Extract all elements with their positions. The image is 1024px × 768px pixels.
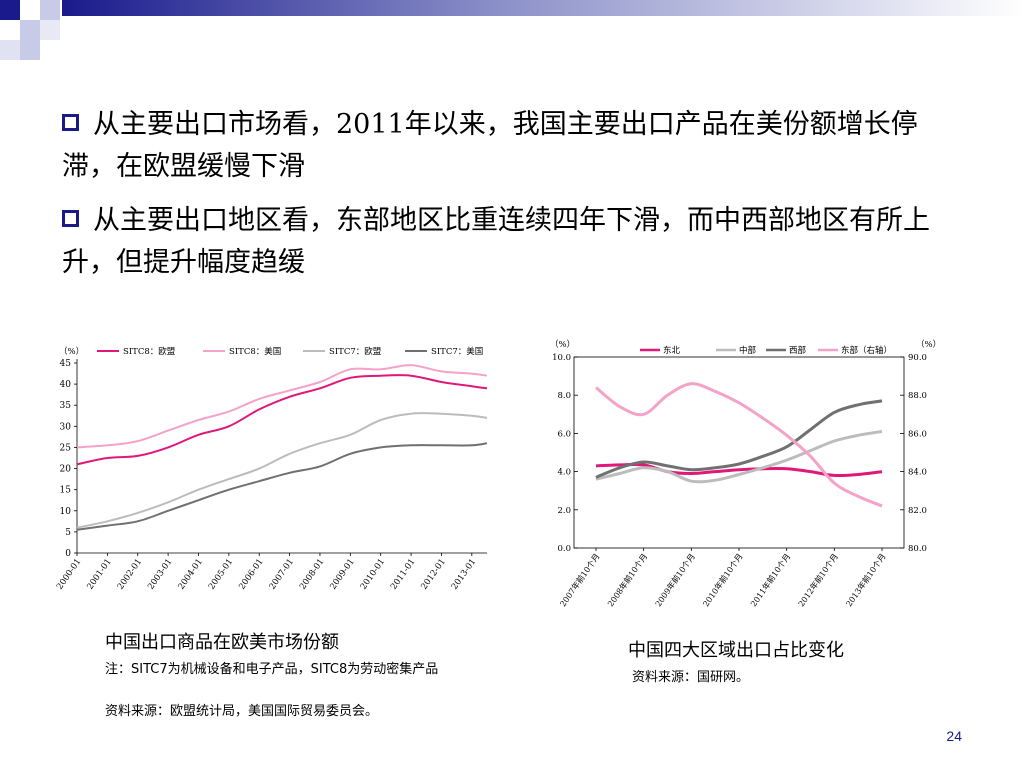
y-tick-label: 30 [60, 422, 72, 432]
chart-market-share: （%） SITC8：欧盟 SITC8：美国 SITC7：欧盟 SITC7：美国 0 5 10 1… [55, 346, 488, 592]
y-unit-label: （%） [59, 346, 84, 357]
series-line [595, 430, 883, 484]
y-tick-label: 40 [60, 380, 72, 390]
series-line [76, 374, 488, 466]
y-left-tick-label: 8.0 [557, 391, 571, 401]
x-tick-label: 2011年前10个月 [748, 551, 792, 608]
bullet-item: 从主要出口地区看，东部地区比重连续四年下滑，而中西部地区有所上升，但提升幅度趋缓 [62, 200, 962, 284]
legend-label: 西部 [789, 345, 807, 356]
y-left-tick-label: 10.0 [552, 353, 571, 363]
chart2-caption: 中国四大区域出口占比变化 [628, 640, 844, 661]
x-tick-label: 2012-01 [419, 557, 447, 592]
x-tick-label: 2008年前10个月 [605, 551, 649, 608]
x-tick-label: 2009-01 [328, 557, 356, 592]
chart1-source: 资料来源：欧盟统计局，美国国际贸易委员会。 [105, 704, 379, 719]
y-left-tick-label: 4.0 [557, 468, 571, 478]
bullet-text: 从主要出口市场看，2011年以来，我国主要出口产品在美份额增长停滞，在欧盟缓慢下… [62, 109, 918, 182]
bullet-item: 从主要出口市场看，2011年以来，我国主要出口产品在美份额增长停滞，在欧盟缓慢下… [62, 104, 962, 188]
chart1-note: 注：SITC7为机械设备和电子产品，SITC8为劳动密集产品 [105, 662, 439, 677]
bullet-list: 从主要出口市场看，2011年以来，我国主要出口产品在美份额增长停滞，在欧盟缓慢下… [62, 104, 962, 296]
page-number: 24 [946, 728, 962, 744]
y-tick-label: 10 [60, 507, 72, 517]
legend-label: SITC8：美国 [229, 346, 281, 357]
x-tick-label: 2005-01 [207, 557, 235, 592]
y-right-tick-label: 84.0 [908, 468, 927, 478]
y-right-tick-label: 90.0 [908, 353, 927, 363]
y-right-unit-label: （%） [916, 339, 941, 350]
series-line [76, 364, 488, 449]
legend-label: 东北 [663, 345, 681, 356]
x-tick-label: 2008-01 [298, 557, 326, 592]
y-right-tick-label: 82.0 [908, 506, 927, 516]
x-tick-label: 2002-01 [116, 557, 144, 592]
x-tick-label: 2007-01 [268, 557, 296, 592]
series-line [76, 412, 488, 529]
square-bullet-icon [62, 210, 79, 227]
series-line [76, 442, 488, 531]
x-tick-label: 2000-01 [55, 557, 83, 592]
square-bullet-icon [62, 114, 79, 131]
x-tick-label: 2012年前10个月 [796, 551, 840, 608]
series-line [595, 462, 883, 478]
x-tick-label: 2004-01 [176, 557, 204, 592]
y-right-tick-label: 88.0 [908, 391, 927, 401]
x-tick-label: 2003-01 [146, 557, 174, 592]
x-tick-label: 2006-01 [237, 557, 265, 592]
x-tick-label: 2007年前10个月 [558, 551, 602, 608]
legend-label: 东部（右轴） [841, 345, 892, 356]
bullet-text: 从主要出口地区看，东部地区比重连续四年下滑，而中西部地区有所上升，但提升幅度趋缓 [62, 205, 930, 278]
x-tick-label: 2001-01 [85, 557, 113, 592]
x-tick-label: 2010-01 [359, 557, 387, 592]
y-right-tick-label: 80.0 [908, 544, 927, 554]
chart-region-share: （%） （%） 东北 中部 西部 东部（右轴） 0.0 2.0 4.0 6.0 8.0 10.0 80.… [550, 339, 941, 608]
legend-label: SITC7：美国 [431, 346, 483, 357]
decorative-header [0, 0, 1024, 60]
y-tick-label: 25 [60, 443, 72, 453]
chart2-source: 资料来源：国研网。 [632, 670, 750, 685]
x-tick-label: 2013-01 [450, 557, 478, 592]
x-tick-label: 2011-01 [389, 557, 417, 592]
y-tick-label: 5 [65, 528, 71, 538]
y-tick-label: 20 [60, 465, 72, 475]
x-tick-label: 2013年前10个月 [844, 551, 888, 608]
y-left-tick-label: 6.0 [557, 429, 571, 439]
y-tick-label: 35 [60, 401, 72, 411]
y-tick-label: 45 [60, 359, 72, 369]
x-tick-label: 2009年前10个月 [653, 551, 697, 608]
y-right-tick-label: 86.0 [908, 429, 927, 439]
plot-frame [573, 356, 905, 549]
y-tick-label: 15 [60, 486, 72, 496]
chart1-caption: 中国出口商品在欧美市场份额 [105, 632, 339, 653]
y-left-tick-label: 2.0 [557, 506, 571, 516]
legend-label: SITC8：欧盟 [123, 346, 176, 357]
y-left-unit-label: （%） [550, 339, 575, 350]
legend-label: SITC7：欧盟 [329, 346, 382, 357]
x-tick-label: 2010年前10个月 [701, 551, 745, 608]
y-tick-label: 0 [65, 549, 71, 559]
series-line [595, 382, 883, 508]
legend-label: 中部 [739, 345, 757, 356]
series-line [595, 399, 883, 479]
y-left-tick-label: 0.0 [557, 544, 571, 554]
